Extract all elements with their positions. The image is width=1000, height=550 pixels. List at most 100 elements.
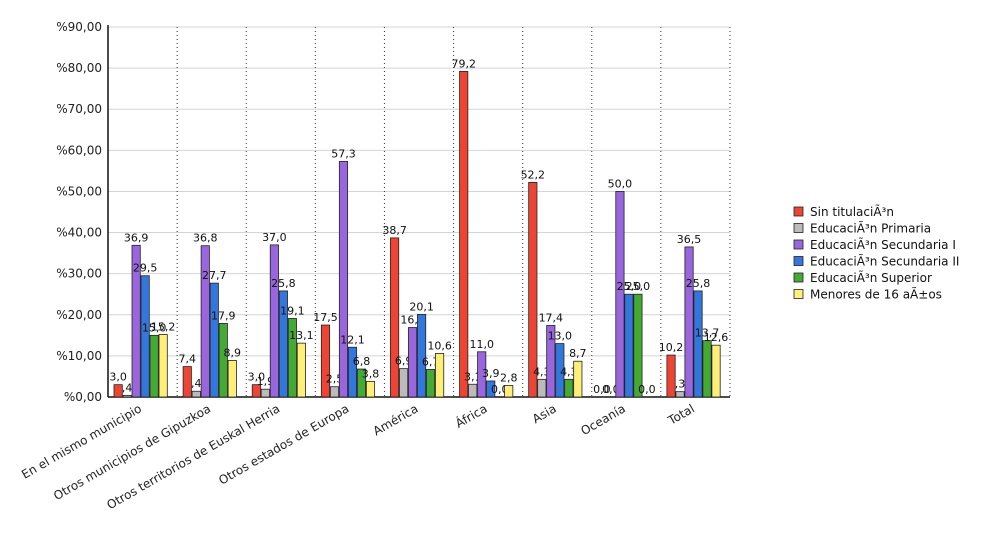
- bar: [408, 327, 418, 398]
- data-label: 13,1: [289, 329, 314, 342]
- data-label: 3,8: [362, 367, 380, 380]
- x-tick-label: Asia: [530, 401, 559, 426]
- data-label: 8,7: [569, 347, 587, 360]
- bar: [269, 244, 279, 398]
- x-tick-label: África: [452, 401, 489, 431]
- data-label: 19,1: [280, 304, 305, 317]
- bar: [218, 323, 228, 398]
- data-label: 50,0: [608, 177, 633, 190]
- bar: [666, 354, 676, 398]
- bar: [122, 394, 132, 398]
- legend-swatch: [793, 256, 804, 266]
- data-label: 12,1: [340, 333, 365, 346]
- data-label: 3,0: [109, 371, 127, 384]
- data-label: 17,4: [539, 311, 564, 324]
- data-label: 17,9: [211, 309, 236, 322]
- y-tick-label: %60,00: [56, 143, 102, 157]
- x-tick-label: América: [371, 401, 421, 438]
- bar: [399, 368, 409, 398]
- y-tick-label: %20,00: [56, 308, 102, 322]
- legend-entry: EducaciÃ³n Superior: [810, 270, 932, 285]
- data-label: 6,8: [353, 355, 371, 368]
- data-label: 37,0: [262, 231, 287, 244]
- bar: [278, 290, 288, 398]
- legend-swatch: [793, 272, 804, 283]
- data-label: 3,9: [482, 367, 500, 380]
- y-tick-label: %50,00: [56, 184, 102, 198]
- bar: [158, 334, 168, 398]
- bar: [693, 290, 703, 398]
- data-label: 11,0: [469, 338, 494, 351]
- bar: [356, 368, 367, 398]
- bar: [615, 191, 625, 398]
- data-label: 0,0: [593, 383, 611, 396]
- legend-entry: EducaciÃ³n Primaria: [810, 221, 931, 236]
- x-tick-label: Oceanía: [578, 401, 628, 438]
- bar: [675, 391, 685, 398]
- data-label: 17,5: [313, 311, 338, 324]
- bar: [528, 181, 538, 398]
- bar: [555, 343, 565, 398]
- data-label: 36,5: [677, 233, 702, 246]
- x-tick-label: Total: [665, 401, 697, 428]
- data-label: 15,0: [142, 321, 167, 334]
- data-label: 10,2: [659, 341, 684, 354]
- bar: [251, 384, 261, 398]
- y-tick-label: %40,00: [56, 226, 102, 240]
- data-label: 52,2: [521, 168, 546, 181]
- bar: [468, 383, 478, 398]
- data-label: 27,7: [202, 269, 227, 282]
- legend-swatch: [793, 206, 804, 217]
- x-tick-label: Otros estados de Europa: [216, 401, 351, 487]
- bar: [702, 340, 712, 398]
- bar: [338, 161, 349, 398]
- bar: [191, 390, 201, 398]
- data-label: 2,8: [500, 371, 518, 384]
- y-tick-label: %30,00: [56, 267, 102, 281]
- bar: [684, 246, 694, 398]
- bar: [227, 360, 237, 398]
- bar: [200, 245, 210, 398]
- data-label: 6,7: [422, 355, 440, 368]
- data-label: 20,1: [409, 300, 434, 313]
- data-label: 3,0: [248, 371, 266, 384]
- data-label: 0,0: [602, 383, 620, 396]
- data-label: ,4: [191, 377, 202, 390]
- bar: [365, 380, 376, 398]
- data-label: 57,3: [331, 147, 356, 160]
- bar: [320, 324, 331, 398]
- data-label: 10,6: [427, 339, 452, 352]
- legend-entry: EducaciÃ³n Secundaria I: [810, 237, 956, 252]
- data-label: 7,4: [179, 353, 197, 366]
- data-label: 6,9: [395, 355, 413, 368]
- legend-swatch: [793, 289, 804, 299]
- y-tick-label: %80,00: [56, 61, 102, 75]
- bar: [573, 360, 583, 398]
- bar: [633, 293, 643, 398]
- data-label: 12,6: [704, 331, 729, 344]
- data-label: 0,0: [491, 383, 509, 396]
- data-label: 25,8: [686, 277, 711, 290]
- bar: [287, 318, 297, 398]
- bar: [113, 384, 123, 398]
- legend-entry: Sin titulaciÃ³n: [810, 204, 894, 219]
- bar: [417, 313, 427, 398]
- data-label: 0,0: [638, 383, 656, 396]
- legend-entry: EducaciÃ³n Secundaria II: [810, 254, 959, 269]
- bar: [564, 378, 574, 398]
- data-label: 36,9: [124, 231, 149, 244]
- bar: [624, 293, 634, 398]
- data-label: 1,9: [257, 375, 275, 388]
- y-tick-label: %0,00: [64, 390, 102, 404]
- y-tick-label: %70,00: [56, 102, 102, 116]
- data-label: 4,3: [533, 365, 551, 378]
- data-label: 4,3: [560, 365, 578, 378]
- data-label: 13,0: [548, 330, 573, 343]
- bar: [329, 386, 340, 398]
- bar: [711, 344, 721, 398]
- data-label: 38,7: [382, 224, 407, 237]
- bar: [486, 380, 496, 398]
- data-label: 25,0: [626, 280, 651, 293]
- bar: [546, 325, 556, 398]
